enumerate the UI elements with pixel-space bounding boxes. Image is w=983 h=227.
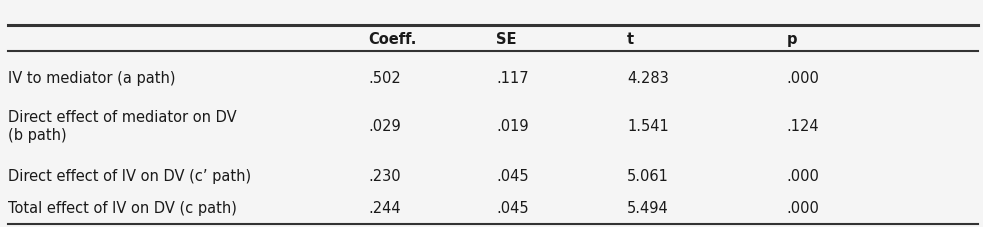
Text: .000: .000 <box>786 168 819 183</box>
Text: 5.061: 5.061 <box>627 168 669 183</box>
Text: Direct effect of IV on DV (c’ path): Direct effect of IV on DV (c’ path) <box>8 168 251 183</box>
Text: .000: .000 <box>786 71 819 86</box>
Text: .045: .045 <box>496 168 529 183</box>
Text: p: p <box>786 32 797 47</box>
Text: .502: .502 <box>369 71 401 86</box>
Text: .124: .124 <box>786 118 819 133</box>
Text: .045: .045 <box>496 200 529 215</box>
Text: .000: .000 <box>786 200 819 215</box>
Text: .117: .117 <box>496 71 529 86</box>
Text: .029: .029 <box>369 118 401 133</box>
Text: IV to mediator (a path): IV to mediator (a path) <box>8 71 175 86</box>
Text: 1.541: 1.541 <box>627 118 668 133</box>
Text: .244: .244 <box>369 200 401 215</box>
Text: SE: SE <box>496 32 517 47</box>
Text: .019: .019 <box>496 118 529 133</box>
Text: t: t <box>627 32 634 47</box>
Text: Coeff.: Coeff. <box>369 32 417 47</box>
Text: Total effect of IV on DV (c path): Total effect of IV on DV (c path) <box>8 200 237 215</box>
Text: 4.283: 4.283 <box>627 71 668 86</box>
Text: Direct effect of mediator on DV
(b path): Direct effect of mediator on DV (b path) <box>8 110 237 142</box>
Text: 5.494: 5.494 <box>627 200 668 215</box>
Text: .230: .230 <box>369 168 401 183</box>
